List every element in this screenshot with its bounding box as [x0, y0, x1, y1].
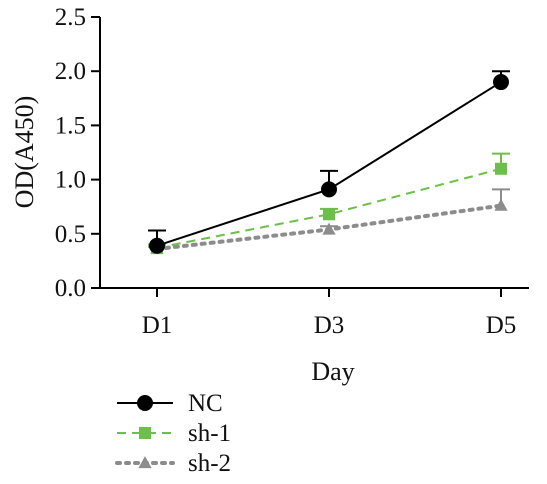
x-axis-title: Day [311, 357, 354, 386]
x-tick-label: D3 [314, 312, 345, 339]
legend-label: NC [188, 390, 223, 417]
series-sh-1 [148, 152, 510, 254]
legend-label: sh-2 [188, 450, 231, 477]
data-point-circle [493, 74, 509, 91]
series-line [156, 81, 502, 247]
data-point-circle [137, 395, 153, 411]
legend-item-sh-2: sh-2 [115, 450, 231, 477]
y-tick-label: 2.0 [55, 58, 86, 85]
series-line [156, 167, 502, 249]
legend-item-nc: NC [117, 390, 223, 417]
data-point-square [495, 162, 507, 175]
y-tick-label: 0.5 [55, 221, 86, 248]
x-tick-label: D5 [486, 312, 517, 339]
series-sh-2 [148, 188, 510, 255]
data-point-circle [149, 237, 165, 254]
legend-item-sh-1: sh-1 [117, 420, 231, 447]
data-point-circle [321, 181, 337, 198]
legend: NC sh-1 sh-2 [115, 390, 231, 477]
y-axis-title: OD(A450) [10, 96, 39, 209]
axes [99, 17, 529, 289]
data-point-square [139, 427, 151, 439]
x-ticks: D1 D3 D5 [142, 288, 517, 339]
y-tick-label: 1.0 [55, 167, 86, 194]
y-ticks: 0.0 0.5 1.0 1.5 2.0 2.5 [55, 4, 100, 302]
data-point-triangle [322, 222, 336, 235]
data-point-triangle [138, 456, 152, 469]
y-tick-label: 0.0 [55, 275, 86, 302]
plot-area [148, 70, 510, 255]
data-point-triangle [494, 198, 508, 211]
legend-label: sh-1 [188, 420, 231, 447]
data-point-square [323, 208, 335, 221]
x-tick-label: D1 [142, 312, 173, 339]
series-nc [148, 70, 510, 254]
y-tick-label: 1.5 [55, 112, 86, 139]
y-tick-label: 2.5 [55, 4, 86, 31]
